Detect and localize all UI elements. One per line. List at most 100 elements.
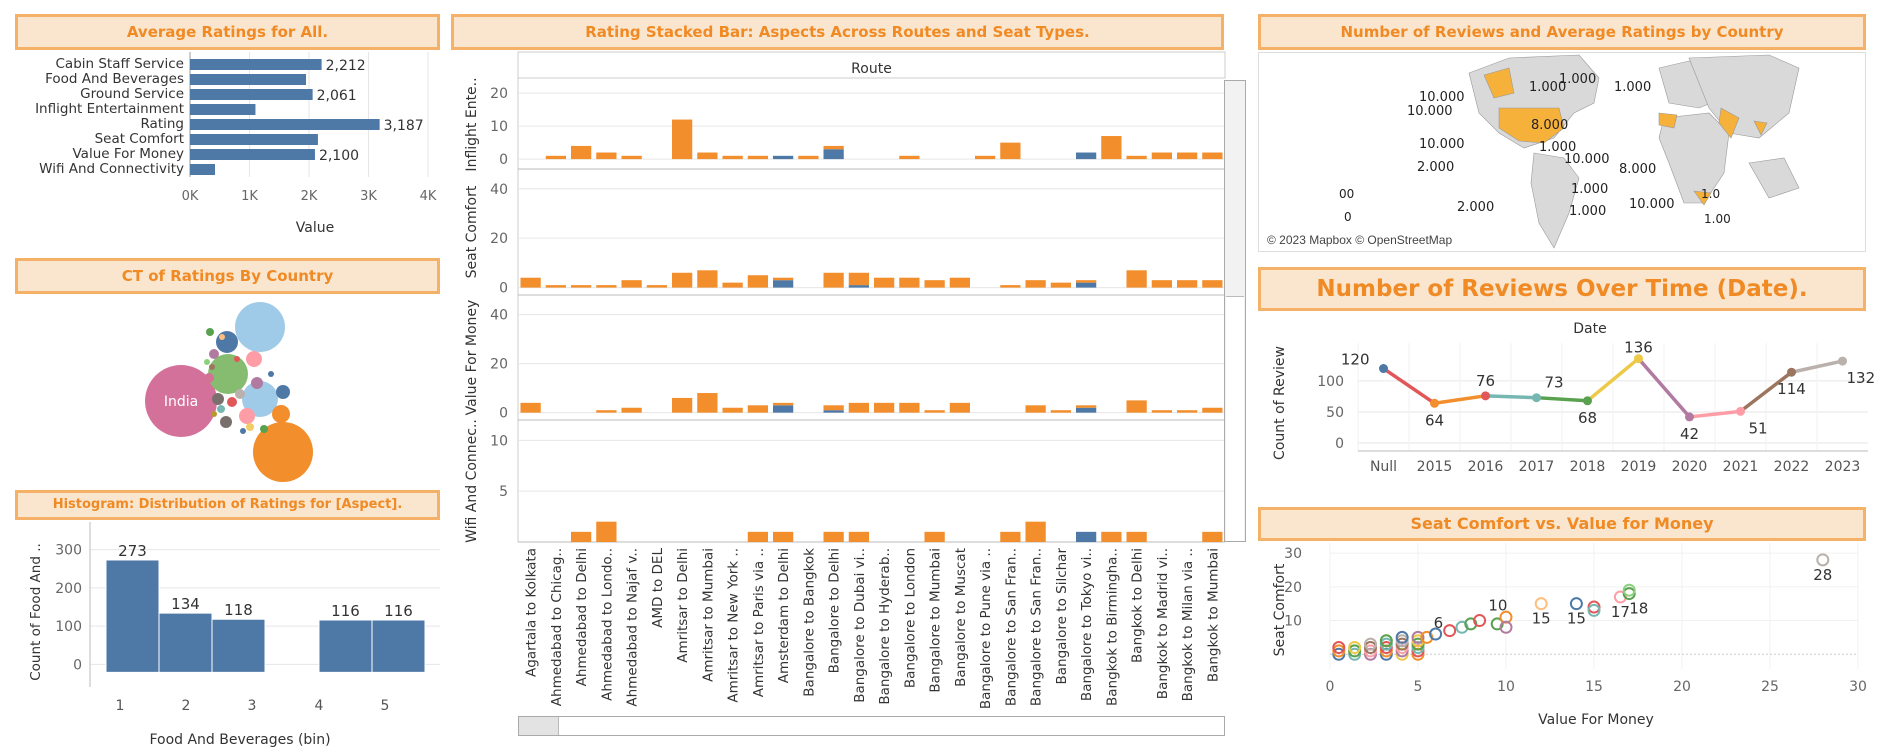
column-header-label: Route <box>851 61 892 77</box>
bar-segment-orange <box>1126 400 1147 413</box>
country-bubble <box>145 365 217 437</box>
x-tick-label: 4K <box>420 189 437 204</box>
bar-segment-orange <box>899 155 920 160</box>
se-asia-highlight <box>1753 120 1768 136</box>
y-tick-label: 0 <box>499 281 508 297</box>
country-bubble <box>206 328 214 336</box>
bar-segment-orange <box>672 397 693 413</box>
histogram-bar <box>371 619 426 673</box>
bubble-label-india: India <box>164 394 198 410</box>
line-point <box>1787 367 1796 377</box>
line-point <box>1430 398 1439 408</box>
horizontal-scrollbar-thumb[interactable] <box>519 717 559 735</box>
y-axis-title: Seat Comfort <box>1272 563 1288 656</box>
map-value-label: 10.000 <box>1407 104 1453 119</box>
country-bubble <box>216 331 238 353</box>
route-label: Bangalore to San Fran.. <box>1029 548 1045 706</box>
y-tick-label: 10 <box>1284 614 1302 630</box>
map-value-label: 8.000 <box>1531 118 1568 133</box>
country-bubble <box>246 423 254 431</box>
bar-segment-orange <box>1151 280 1172 288</box>
bar-segment-orange <box>1202 152 1223 160</box>
x-tick-label: 1K <box>241 189 258 204</box>
x-tick-label: 2015 <box>1417 459 1453 475</box>
bar-segment-orange <box>1177 280 1198 288</box>
column-header-box <box>517 51 1226 79</box>
bar-segment-blue <box>823 149 844 160</box>
map-value-label: 1.000 <box>1571 182 1608 197</box>
vertical-scrollbar[interactable] <box>1224 80 1246 542</box>
y-tick-label: 40 <box>490 182 508 198</box>
y-tick-label: 10 <box>490 119 508 135</box>
data-label: 68 <box>1578 409 1597 427</box>
country-bubble <box>204 359 210 365</box>
bar-segment-orange <box>571 145 592 160</box>
bar-segment-orange <box>545 285 566 288</box>
scatter-point <box>1499 620 1513 634</box>
route-label: Bangalore to Hyderab.. <box>877 548 893 705</box>
vertical-scrollbar-thumb[interactable] <box>1226 296 1244 541</box>
bar <box>190 164 215 175</box>
map-attribution: © 2023 Mapbox © OpenStreetMap <box>1267 233 1453 247</box>
south-america-shape <box>1530 152 1580 249</box>
point-label: 17 <box>1611 603 1630 621</box>
data-label: 114 <box>1777 380 1806 398</box>
data-label: 120 <box>1341 351 1370 369</box>
bar-segment-blue <box>773 405 794 413</box>
country-bubble <box>217 405 225 413</box>
point-label: 15 <box>1532 610 1551 628</box>
bar-segment-orange <box>924 280 945 288</box>
x-tick-label: Null <box>1370 459 1397 475</box>
route-label: AMD to DEL <box>650 548 666 628</box>
bar-segment-blue <box>1076 407 1097 413</box>
bar-segment-orange <box>773 277 794 281</box>
map-value-label: 1.0 <box>1701 187 1720 201</box>
data-label: 51 <box>1749 419 1768 437</box>
x-tick-label: 2017 <box>1519 459 1555 475</box>
category-label: Food And Beverages <box>45 71 184 87</box>
route-label: Bangkok to Madrid vi.. <box>1155 548 1171 699</box>
bar-segment-orange <box>1076 405 1097 408</box>
row-label: Seat Comfort <box>464 185 480 278</box>
world-map[interactable]: 10.000 1.000 10.000 1.000 10.000 1.000 2.000 8.… <box>1258 52 1866 252</box>
route-label: Bangalore to Muscat <box>953 548 969 687</box>
map-value-label: 10.000 <box>1564 152 1610 167</box>
bar-segment-orange <box>1177 152 1198 160</box>
route-label: Bangalore to Mumbai <box>928 548 944 693</box>
bar <box>190 89 313 100</box>
bar-segment-orange <box>1151 152 1172 160</box>
ratings-histogram: 0 100 200 300 273 134 118 116 116 1 2 3 4 5 Food And B… <box>28 522 440 748</box>
data-label: 273 <box>118 542 147 560</box>
map-value-label: 1.000 <box>1559 72 1596 87</box>
route-label: Amritsar to New York .. <box>726 548 742 703</box>
bar-segment-orange <box>520 402 541 413</box>
route-label: Bangalore to London <box>902 548 918 688</box>
scatter-point <box>1443 624 1457 638</box>
bar-segment-orange <box>545 155 566 160</box>
histogram-bar <box>158 612 213 673</box>
country-bubble <box>234 356 240 362</box>
x-tick-label: 15 <box>1585 679 1603 695</box>
point-label: 15 <box>1567 610 1586 628</box>
bar-segment-blue <box>773 155 794 160</box>
country-bubble <box>253 422 313 482</box>
line-segment <box>1637 357 1691 419</box>
country-bubble <box>208 354 248 394</box>
route-label: Bangkok to Delhi <box>1130 548 1146 663</box>
bar-segment-orange <box>949 402 970 413</box>
bar-segment-orange <box>646 285 667 288</box>
bar-segment-orange <box>848 272 869 286</box>
australia-shape <box>1748 157 1800 199</box>
bar-segment-blue <box>823 410 844 413</box>
route-label: Bangalore to Pune via .. <box>978 548 994 709</box>
scatter-point <box>1622 583 1636 597</box>
y-tick-label: 30 <box>1284 546 1302 562</box>
x-tick-label: 2016 <box>1468 459 1504 475</box>
horizontal-scrollbar[interactable] <box>518 716 1225 736</box>
bar-segment-orange <box>823 145 844 150</box>
map-value-label: 1.000 <box>1529 80 1566 95</box>
map-value-label: 2.000 <box>1457 200 1494 215</box>
india-highlight <box>1718 107 1740 139</box>
bar-segment-orange <box>874 402 895 413</box>
row-label: Wifi And Connec.. <box>464 419 480 543</box>
